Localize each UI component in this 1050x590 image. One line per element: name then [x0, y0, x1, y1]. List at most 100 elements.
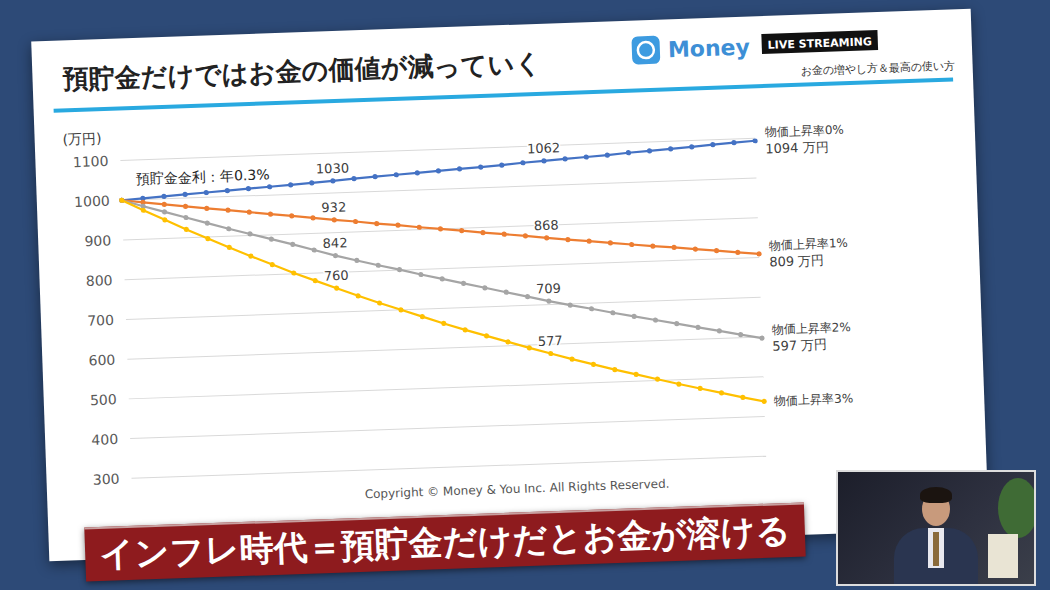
series-point [568, 302, 573, 307]
series-point [415, 170, 420, 175]
live-badge [761, 30, 878, 54]
series-point [548, 351, 553, 356]
series-point [420, 314, 425, 319]
series-point [270, 262, 275, 267]
series-point [441, 321, 446, 326]
series-point [247, 209, 252, 214]
series-point [161, 194, 166, 199]
series-point [735, 250, 740, 255]
series-point [288, 182, 293, 187]
series-point [227, 245, 232, 250]
series-point [269, 236, 274, 241]
series-point [310, 215, 315, 220]
series-point [162, 209, 167, 214]
grid [120, 138, 766, 478]
chart-title: 預貯金だけではお金の価値が減っていく [61, 48, 542, 95]
y-tick-labels: 30040050060070080090010001100 [73, 153, 120, 488]
logo-text: Money [667, 34, 750, 62]
series-point [398, 307, 403, 312]
copyright: Copyright © Money & You Inc. All Rights … [364, 477, 669, 502]
series-point [436, 168, 441, 173]
y-tick-label: 800 [86, 272, 113, 289]
y-tick-label: 500 [90, 391, 117, 408]
series-point [591, 362, 596, 367]
series-point [717, 328, 722, 333]
series-point [546, 298, 551, 303]
header-subtitle: お金の増やし方＆最高の使い方 [800, 59, 954, 77]
series-point [756, 251, 761, 256]
series-point [710, 142, 715, 147]
series-point [480, 230, 485, 235]
title-underline [54, 77, 954, 112]
speaker-tie [933, 532, 939, 566]
series-point [372, 174, 377, 179]
data-label: 760 [324, 268, 349, 284]
series-point [225, 207, 230, 212]
series-point [119, 198, 124, 203]
logo-icon-mark [638, 42, 655, 59]
y-tick-label: 400 [91, 431, 118, 448]
series-point [544, 235, 549, 240]
series-name: 物価上昇率1% [769, 236, 848, 253]
series-line [122, 178, 764, 423]
series-point [484, 333, 489, 338]
data-label: 842 [322, 235, 347, 251]
series-point [313, 278, 318, 283]
series-point [461, 281, 466, 286]
series-point [605, 152, 610, 157]
series-point [291, 270, 296, 275]
series-point [626, 150, 631, 155]
series-point [463, 327, 468, 332]
plot-marks [118, 138, 767, 426]
data-label: 1062 [527, 140, 561, 156]
series-point [309, 180, 314, 185]
series-point [397, 267, 402, 272]
data-label: 597 万円 [772, 337, 827, 354]
plant [998, 478, 1036, 538]
series-point [205, 220, 210, 225]
series-point [353, 219, 358, 224]
data-label: 868 [534, 217, 559, 233]
series-point [569, 356, 574, 361]
series-point [183, 204, 188, 209]
data-label: 709 [536, 281, 561, 297]
grid-line [132, 456, 767, 478]
series-point [752, 138, 757, 143]
series-point [330, 178, 335, 183]
y-tick-label: 300 [93, 471, 120, 488]
grid-line [130, 416, 765, 438]
series-point [693, 246, 698, 251]
series-point [162, 202, 167, 207]
series-point [351, 176, 356, 181]
live-badge-text: LIVE STREAMING [768, 35, 873, 52]
series-point [647, 148, 652, 153]
series-point [676, 381, 681, 386]
series-point [631, 314, 636, 319]
series-point [731, 140, 736, 145]
series-point [698, 386, 703, 391]
series-point [671, 245, 676, 250]
data-label: 577 [538, 333, 563, 349]
series-point [418, 272, 423, 277]
series-point [689, 144, 694, 149]
data-label: 1030 [316, 160, 350, 176]
series-point [333, 253, 338, 258]
series-point [184, 227, 189, 232]
y-tick-label: 1100 [73, 153, 109, 170]
series-point [674, 321, 679, 326]
series-point [289, 213, 294, 218]
series-point [565, 237, 570, 242]
grid-line [123, 218, 758, 240]
speaker-video [836, 470, 1036, 586]
data-label: 1094 万円 [765, 139, 829, 156]
data-label: 932 [321, 199, 346, 215]
series-point [376, 263, 381, 268]
annotation: 預貯金金利：年0.3% [136, 166, 270, 187]
series-point [608, 240, 613, 245]
series-point [502, 232, 507, 237]
series-point [332, 217, 337, 222]
series-point [589, 306, 594, 311]
series-point [586, 239, 591, 244]
series-point [311, 247, 316, 252]
series-point [612, 367, 617, 372]
